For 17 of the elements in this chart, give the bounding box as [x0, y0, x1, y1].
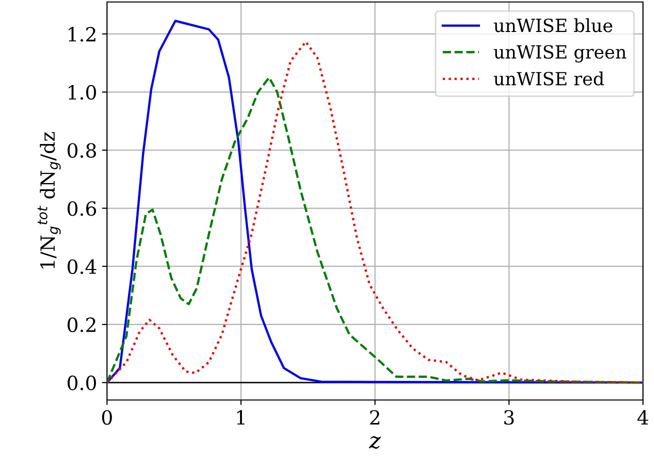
- legend-label: unWISE green: [494, 45, 626, 62]
- legend-label: unWISE blue: [494, 18, 612, 32]
- y-tick-label: 0.6: [68, 201, 96, 216]
- x-tick-label: 2: [370, 410, 380, 424]
- x-tick-label: 1: [237, 410, 244, 424]
- y-tick-label: 0.2: [68, 317, 96, 332]
- x-tick-label: 3: [504, 410, 514, 425]
- x-tick-label: 4: [637, 410, 648, 424]
- y-tick-label: 0.8: [68, 143, 96, 158]
- legend-label: unWISE red: [494, 72, 604, 86]
- y-tick-label: 0.4: [68, 259, 96, 274]
- y-tick-label: 1.2: [68, 26, 96, 42]
- y-tick-label: 0.0: [68, 376, 96, 390]
- x-tick-label: 0: [102, 410, 112, 425]
- x-axis-title: z: [368, 436, 381, 449]
- y-axis-title: 1/N$_{g}$$^{tot}$ dN$_{g}$/dz: [38, 132, 61, 268]
- y-tick-label: 1.0: [68, 85, 96, 100]
